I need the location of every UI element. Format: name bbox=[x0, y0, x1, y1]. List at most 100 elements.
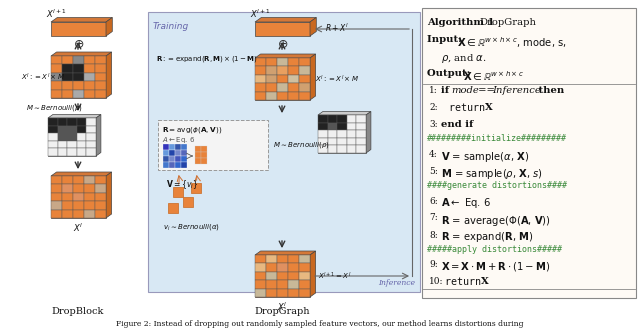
Bar bbox=[169, 156, 175, 162]
Bar bbox=[62, 201, 73, 209]
Text: DropGraph: DropGraph bbox=[254, 307, 310, 316]
Text: $\oplus$: $\oplus$ bbox=[277, 38, 289, 50]
Bar bbox=[73, 193, 84, 201]
Text: Input:: Input: bbox=[427, 35, 465, 44]
Bar bbox=[84, 56, 95, 64]
Polygon shape bbox=[48, 118, 96, 156]
Bar bbox=[299, 58, 310, 66]
Bar bbox=[62, 184, 73, 193]
Polygon shape bbox=[106, 172, 111, 218]
Polygon shape bbox=[51, 52, 111, 56]
Bar bbox=[288, 83, 299, 92]
Bar bbox=[51, 176, 62, 184]
Bar bbox=[95, 201, 106, 209]
Text: if: if bbox=[441, 86, 452, 95]
Bar bbox=[175, 150, 181, 156]
Bar bbox=[51, 56, 62, 64]
Text: $X^l$: $X^l$ bbox=[277, 301, 287, 313]
Bar bbox=[266, 272, 277, 280]
Bar bbox=[51, 64, 62, 73]
Bar bbox=[299, 66, 310, 75]
Bar bbox=[266, 83, 277, 92]
Text: $v_i \sim Bernoulli(\alpha)$: $v_i \sim Bernoulli(\alpha)$ bbox=[163, 222, 220, 232]
Bar bbox=[277, 255, 288, 263]
Text: $\mathbf{R}=\mathrm{avg}(\phi(\mathbf{A},\mathbf{V}))$: $\mathbf{R}=\mathrm{avg}(\phi(\mathbf{A}… bbox=[162, 125, 222, 135]
Text: Figure 2: Instead of dropping out randomly sampled feature vectors, our method l: Figure 2: Instead of dropping out random… bbox=[116, 320, 524, 328]
Bar bbox=[73, 90, 84, 98]
Bar bbox=[48, 141, 58, 148]
Bar bbox=[288, 58, 299, 66]
Bar bbox=[73, 201, 84, 209]
Text: $X^{l+1}$: $X^{l+1}$ bbox=[46, 8, 67, 20]
Bar bbox=[62, 81, 73, 90]
Polygon shape bbox=[255, 58, 310, 100]
Text: DropGraph: DropGraph bbox=[479, 18, 536, 27]
Bar bbox=[201, 146, 207, 152]
Bar bbox=[95, 209, 106, 218]
Text: 6:: 6: bbox=[429, 197, 438, 206]
Bar bbox=[266, 263, 277, 272]
Bar bbox=[51, 81, 62, 90]
Bar bbox=[299, 280, 310, 289]
Bar bbox=[95, 90, 106, 98]
Text: Inference: Inference bbox=[378, 279, 415, 287]
Bar bbox=[328, 123, 337, 130]
Text: Training: Training bbox=[153, 22, 189, 31]
Bar bbox=[201, 152, 207, 158]
Bar bbox=[84, 209, 95, 218]
Bar bbox=[318, 130, 328, 138]
Bar bbox=[163, 150, 169, 156]
Bar bbox=[67, 133, 77, 141]
Bar bbox=[51, 90, 62, 98]
Bar bbox=[58, 141, 67, 148]
Text: Inference: Inference bbox=[492, 86, 541, 95]
Bar bbox=[328, 115, 337, 123]
Bar bbox=[73, 56, 84, 64]
Bar bbox=[255, 66, 266, 75]
Bar bbox=[51, 201, 62, 209]
Bar bbox=[347, 123, 356, 130]
Text: $R + X^l$: $R + X^l$ bbox=[325, 22, 349, 34]
Text: $\mathbf{R}$ = expand($\mathbf{R}$, $\mathbf{M}$): $\mathbf{R}$ = expand($\mathbf{R}$, $\ma… bbox=[441, 230, 534, 244]
Bar bbox=[175, 156, 181, 162]
Text: $\mathbf{X} = \mathbf{X} \cdot \mathbf{M} + \mathbf{R} \cdot (1 - \mathbf{M})$: $\mathbf{X} = \mathbf{X} \cdot \mathbf{M… bbox=[441, 260, 550, 273]
Text: $M\sim Bernoulli(\rho)$: $M\sim Bernoulli(\rho)$ bbox=[273, 140, 330, 150]
Bar bbox=[266, 66, 277, 75]
Bar bbox=[255, 255, 266, 263]
Bar bbox=[58, 148, 67, 156]
Text: $\mathbf{V}=\{v_i\}$: $\mathbf{V}=\{v_i\}$ bbox=[166, 178, 198, 191]
Bar bbox=[48, 148, 58, 156]
Bar bbox=[95, 176, 106, 184]
Bar bbox=[266, 92, 277, 100]
Bar bbox=[299, 75, 310, 83]
Polygon shape bbox=[318, 112, 371, 115]
Bar bbox=[175, 144, 181, 150]
Polygon shape bbox=[310, 251, 316, 297]
Bar bbox=[347, 138, 356, 145]
Bar bbox=[73, 209, 84, 218]
Bar bbox=[318, 123, 328, 130]
Bar bbox=[58, 118, 67, 125]
Text: $A\leftarrow\mathrm{Eq.}\,6$: $A\leftarrow\mathrm{Eq.}\,6$ bbox=[162, 135, 195, 145]
Bar bbox=[255, 263, 266, 272]
Bar bbox=[266, 58, 277, 66]
Bar bbox=[84, 90, 95, 98]
Bar bbox=[356, 130, 366, 138]
Bar bbox=[277, 66, 288, 75]
Bar bbox=[201, 158, 207, 164]
Bar bbox=[48, 125, 58, 133]
Bar bbox=[95, 64, 106, 73]
Bar bbox=[51, 193, 62, 201]
Bar bbox=[84, 73, 95, 81]
Polygon shape bbox=[255, 255, 310, 297]
Bar bbox=[181, 156, 187, 162]
Bar bbox=[299, 83, 310, 92]
Polygon shape bbox=[51, 18, 112, 22]
Bar bbox=[277, 280, 288, 289]
Bar bbox=[77, 133, 86, 141]
Bar bbox=[173, 187, 183, 197]
Bar bbox=[163, 156, 169, 162]
Text: ==: == bbox=[475, 86, 498, 95]
Bar bbox=[356, 138, 366, 145]
Bar bbox=[299, 272, 310, 280]
